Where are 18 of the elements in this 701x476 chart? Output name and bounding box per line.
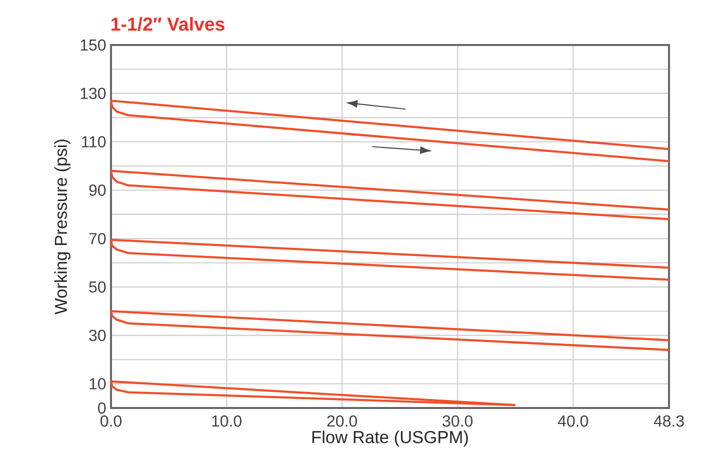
y-tick-label: 90 (89, 184, 106, 196)
x-tick-label: 10.0 (212, 415, 242, 427)
y-tick-label: 30 (89, 330, 106, 342)
x-tick-label: 48.3 (654, 415, 684, 427)
y-tick-label: 150 (80, 39, 106, 51)
x-tick-label: 20.0 (327, 415, 358, 427)
y-tick-label: 70 (89, 232, 106, 244)
y-tick-label: 130 (80, 88, 106, 100)
y-tick-label: 10 (90, 378, 106, 390)
x-tick-label: 40.0 (558, 415, 588, 427)
x-tick-label: 30.0 (442, 415, 473, 427)
chart-title: 1-1/2″ Valves (112, 17, 224, 31)
x-tick-label: 0.0 (100, 415, 122, 427)
y-tick-label: 110 (82, 136, 106, 148)
x-axis-title: Flow Rate (USGPM) (312, 430, 468, 447)
y-tick-label: 0 (98, 402, 106, 414)
y-axis-title: Working Pressure (psi) (54, 140, 70, 314)
y-tick-label: 50 (89, 281, 106, 293)
